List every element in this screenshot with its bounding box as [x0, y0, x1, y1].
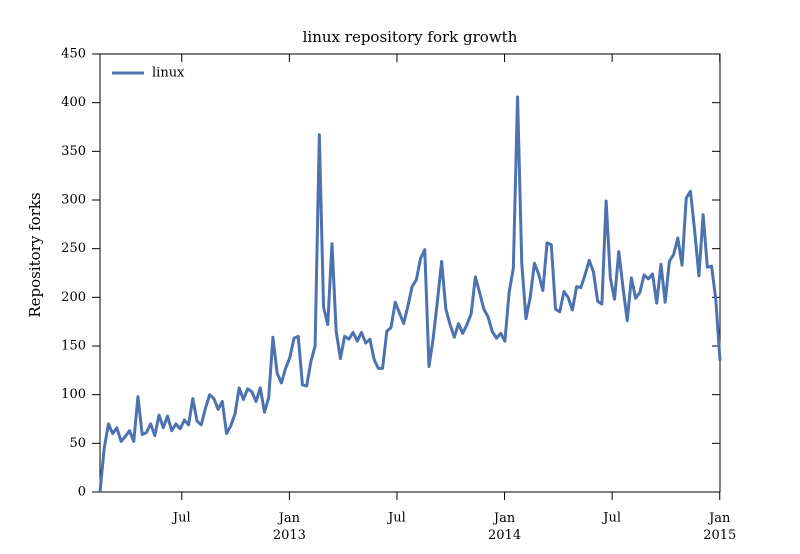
chart-title: linux repository fork growth	[303, 28, 518, 46]
y-tick-label: 350	[61, 144, 86, 159]
y-tick-label: 450	[61, 47, 86, 62]
series-line	[98, 95, 722, 493]
x-tick-label: Jul	[171, 511, 191, 526]
y-axis-label: Repository forks	[26, 192, 44, 317]
legend-label: linux	[152, 66, 185, 81]
y-tick-label: 50	[69, 436, 86, 451]
y-tick-label: 0	[78, 485, 86, 500]
y-tick-label: 300	[61, 193, 86, 208]
y-tick-label: 200	[61, 290, 86, 305]
x-tick-label: Jan 2015	[703, 511, 736, 543]
y-tick-label: 100	[61, 387, 86, 402]
x-tick-label: Jul	[601, 511, 621, 526]
x-tick-label: Jan 2013	[273, 511, 306, 543]
y-tick-label: 150	[61, 339, 86, 354]
y-tick-label: 400	[61, 95, 86, 110]
y-tick-label: 250	[61, 241, 86, 256]
plot-frame	[99, 53, 721, 493]
x-tick-label: Jan 2014	[488, 511, 521, 543]
x-tick-label: Jul	[386, 511, 406, 526]
